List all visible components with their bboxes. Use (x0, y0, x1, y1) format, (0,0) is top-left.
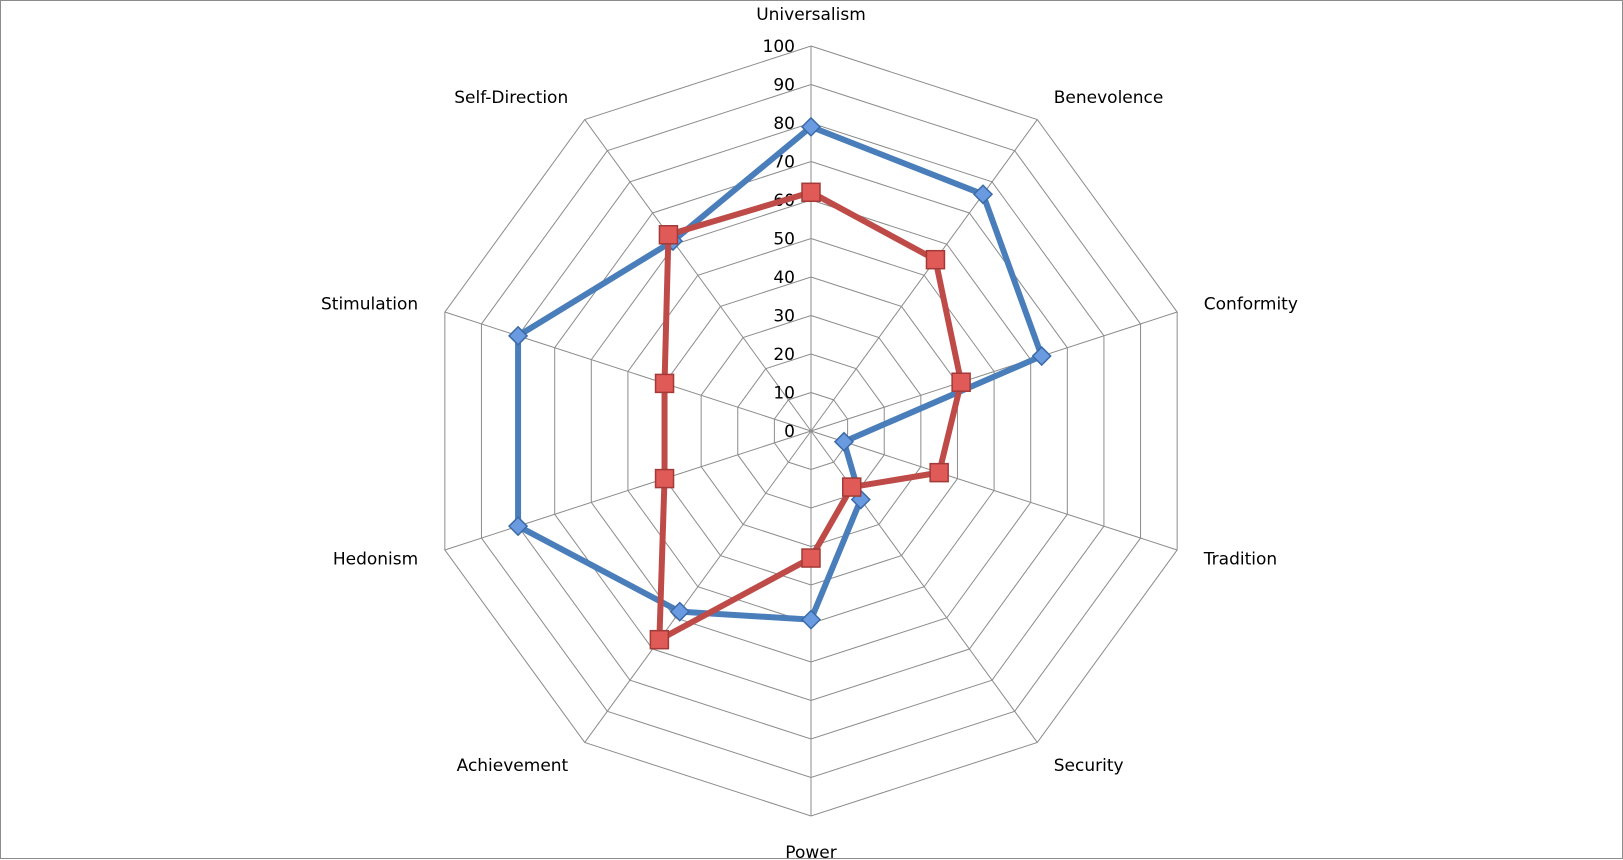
data-point-marker (508, 516, 529, 537)
tick-label: 50 (773, 230, 795, 250)
category-label: Stimulation (321, 294, 418, 314)
axis-spoke (444, 430, 812, 551)
data-point-marker (801, 548, 821, 568)
axis-spoke (810, 430, 1178, 551)
data-point-marker (833, 431, 855, 452)
data-point-marker (649, 629, 670, 650)
data-point-marker (925, 249, 946, 270)
category-label: Self-Direction (454, 88, 568, 108)
tick-label: 10 (773, 384, 795, 404)
data-point-marker (951, 372, 971, 392)
data-point-marker (1031, 345, 1052, 367)
axis-spoke (810, 119, 1038, 432)
category-label: Tradition (1203, 550, 1277, 570)
axis-spoke (810, 311, 1178, 432)
category-label: Achievement (457, 756, 569, 776)
series (508, 116, 1052, 650)
axis-spoke (584, 430, 812, 743)
data-point-marker (972, 184, 994, 205)
tick-label: 0 (784, 422, 795, 442)
data-point-marker (508, 325, 529, 346)
data-point-marker (658, 225, 679, 245)
data-point-marker (654, 373, 675, 394)
category-labels: Universalism Benevolence Conformity Traditi… (321, 5, 1298, 860)
tick-label: 90 (773, 76, 795, 96)
category-label: Benevolence (1054, 88, 1164, 108)
data-point-marker (669, 601, 690, 622)
category-label: Conformity (1204, 294, 1298, 314)
data-point-marker (929, 462, 949, 483)
data-point-marker (654, 468, 675, 489)
tick-label: 80 (773, 114, 795, 134)
data-point-marker (800, 116, 822, 137)
series-2 (649, 182, 971, 650)
tick-label: 20 (773, 345, 795, 365)
series-line (656, 189, 965, 643)
tick-label: 100 (763, 37, 795, 57)
category-label: Power (785, 843, 836, 860)
tick-label: 30 (773, 307, 795, 327)
tick-label: 40 (773, 268, 795, 288)
axis-spoke (444, 311, 812, 432)
category-label: Security (1054, 756, 1124, 776)
data-point-marker (841, 477, 862, 497)
category-label: Universalism (756, 5, 866, 25)
tick-label: 70 (773, 153, 795, 173)
data-point-marker (801, 182, 821, 203)
category-label: Hedonism (333, 550, 418, 570)
axis-spoke (584, 119, 812, 432)
data-point-marker (800, 609, 822, 630)
grid (444, 45, 1178, 817)
